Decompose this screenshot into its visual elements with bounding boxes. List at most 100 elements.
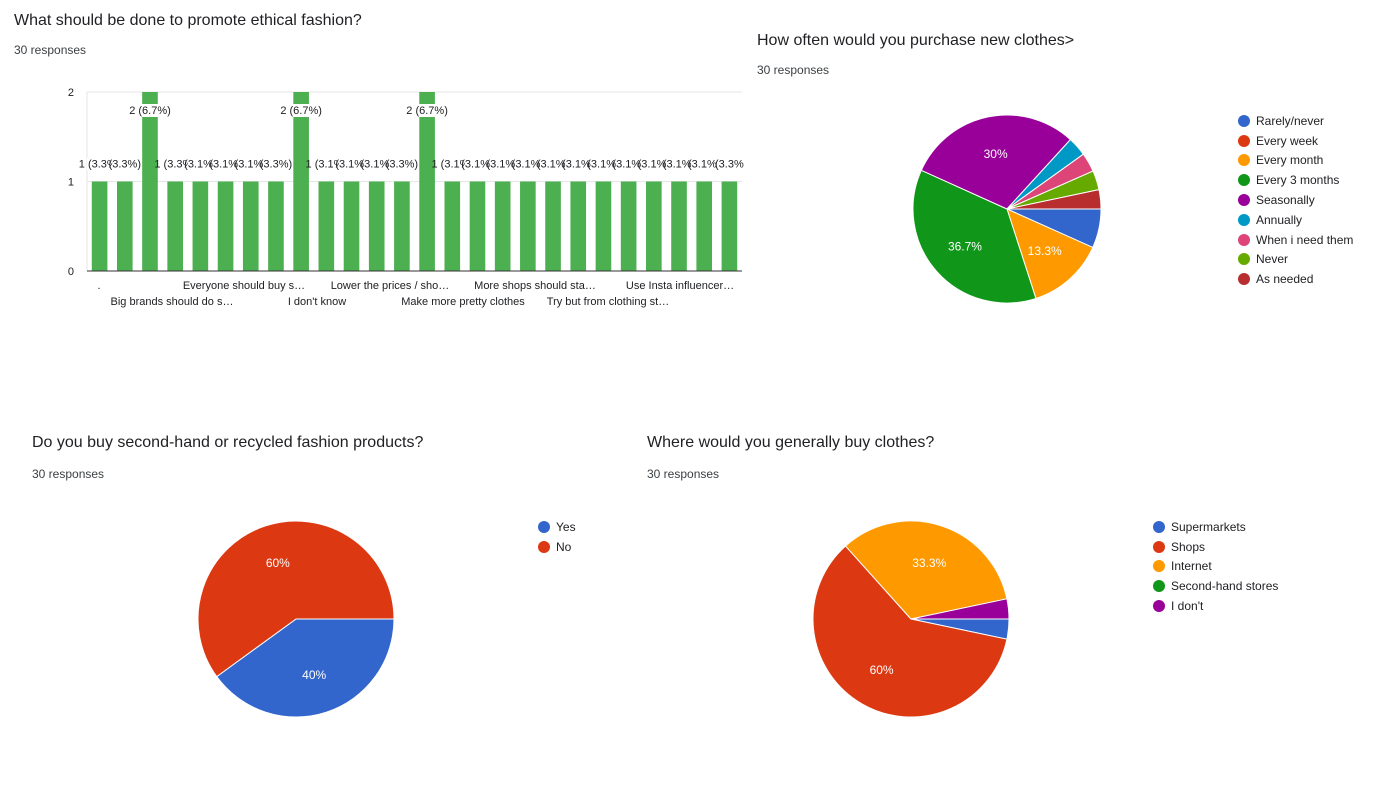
legend-swatch [1238, 154, 1250, 167]
legend-swatch [1153, 520, 1165, 533]
bar [721, 181, 738, 271]
bar-value-label: (3.1%) [638, 159, 670, 171]
where-buy-pie-legend: Supermarkets Shops Internet Second-hand sto… [1153, 517, 1278, 616]
bar [570, 181, 587, 271]
bar-value-label: (3.1%) [537, 159, 569, 171]
legend-swatch [538, 520, 550, 533]
bar-value-label: (3.1%) [461, 159, 493, 171]
x-tick-label: Big brands should do s… [111, 296, 234, 308]
legend-swatch [1238, 233, 1250, 246]
where-buy-pie-title: Where would you generally buy clothes? [647, 434, 935, 451]
pie-slice-label: 30% [984, 147, 1008, 161]
legend-label: Seasonally [1256, 193, 1315, 208]
legend-label: Never [1256, 252, 1289, 267]
frequency-pie-title: How often would you purchase new clothes… [757, 32, 1075, 49]
secondhand-pie-title: Do you buy second-hand or recycled fashi… [32, 434, 424, 451]
pie-slice [910, 598, 1010, 620]
pie-slice [1006, 189, 1102, 210]
legend-swatch [1238, 273, 1250, 286]
bar-label-bg [515, 157, 541, 171]
bar [469, 181, 486, 271]
bar [318, 181, 335, 271]
legend-item: Every month [1238, 151, 1353, 171]
pie-slice [912, 169, 1037, 304]
bar-value-label: (3.1%) [587, 159, 619, 171]
bar-value-label: (3.1%) [512, 159, 544, 171]
bar-label-bg [590, 157, 617, 171]
bar-value-label: (3.3%) [109, 159, 141, 171]
legend-label: Annually [1256, 212, 1303, 227]
bar-label-bg [313, 157, 339, 171]
bar-label-bg [540, 157, 566, 171]
legend-item: Every 3 months [1238, 170, 1353, 190]
legend-label: Shops [1171, 539, 1206, 554]
pie-slice [812, 545, 1008, 718]
bar-label-bg [716, 157, 742, 171]
legend-item: Internet [1153, 557, 1278, 577]
legend-label: Second-hand stores [1171, 579, 1279, 594]
bar [494, 181, 511, 271]
bar-label-bg [641, 157, 667, 171]
legend-swatch [538, 540, 550, 553]
pie-slice [920, 114, 1072, 210]
legend-label: Yes [556, 519, 576, 534]
bar-label-bg [187, 157, 213, 171]
legend-label: Every 3 months [1256, 173, 1340, 188]
bar-label-bg [338, 157, 365, 171]
bar-label-bg [389, 157, 415, 171]
bar [646, 181, 662, 271]
legend-item: Every week [1238, 131, 1353, 151]
legend-swatch [1238, 174, 1250, 187]
x-tick-label: More shops should sta… [474, 280, 596, 292]
pie-slice-label: 60% [870, 663, 894, 677]
pie-slice [216, 618, 395, 718]
x-tick-label: Use Insta influencer… [626, 280, 734, 292]
legend-swatch [1238, 253, 1250, 266]
bar [217, 181, 234, 271]
legend-item: Seasonally [1238, 190, 1353, 210]
bar [620, 181, 637, 271]
bar-value-label: (3.3%) [260, 159, 292, 171]
bar-label-bg [565, 157, 591, 171]
legend-item: Second-hand stores [1153, 576, 1278, 596]
bar [167, 181, 183, 271]
legend-item: I don't [1153, 596, 1278, 616]
bar-label-bg [439, 157, 465, 171]
x-tick-label: Everyone should buy s… [183, 280, 305, 292]
bar-label-bg [364, 157, 390, 171]
bar-label-bg [490, 157, 516, 171]
legend-swatch [1153, 580, 1165, 593]
bar-label-bg [238, 157, 264, 171]
bar-value-label: 2 (6.7%) [406, 105, 448, 117]
legend-label: Every month [1256, 153, 1324, 168]
bar-label-bg [393, 104, 462, 117]
legend-swatch [1238, 114, 1250, 127]
x-tick-label: Try but from clothing st… [547, 296, 669, 308]
bar-value-label: (3.3% [715, 159, 744, 171]
legend-label: Internet [1171, 559, 1212, 574]
bar [671, 181, 687, 271]
bar [91, 181, 108, 271]
bar-value-label: 1 (3.3%) [154, 159, 196, 171]
bar [545, 181, 561, 271]
secondhand-pie-response-count: 30 responses [32, 467, 105, 481]
bar [116, 181, 133, 271]
x-tick-label: Lower the prices / sho… [331, 280, 450, 292]
bar-value-label: (3.1%) [209, 159, 241, 171]
legend-swatch [1153, 560, 1165, 573]
bar-value-label: 2 (6.7%) [129, 105, 171, 117]
bar [192, 181, 209, 271]
legend-item: Yes [538, 517, 576, 537]
legend-item: Never [1238, 250, 1353, 270]
bar [419, 92, 435, 271]
legend-label: No [556, 539, 572, 554]
bar [293, 92, 309, 271]
pie-slice-label: 60% [266, 556, 290, 570]
pie-slice [1006, 208, 1094, 300]
legend-swatch [1238, 194, 1250, 207]
bar-label-bg [616, 157, 642, 171]
legend-item: Supermarkets [1153, 517, 1278, 537]
